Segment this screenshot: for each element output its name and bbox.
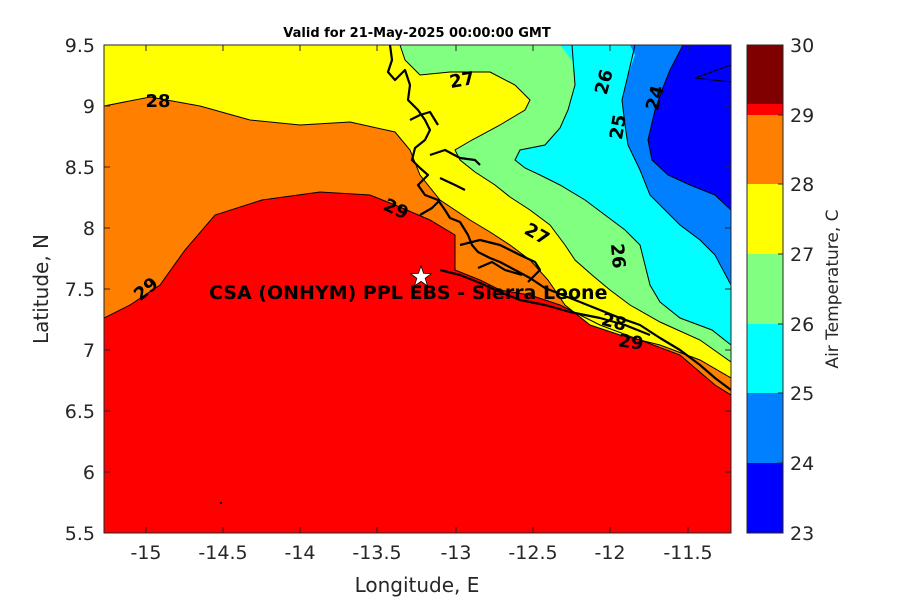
- y-axis: 9.5 9 8.5 8 7.5 7 6.5 6 5.5 Latitude, N: [29, 35, 731, 545]
- site-label: CSA (ONHYM) PPL EBS - Sierra Leone: [209, 282, 607, 304]
- colorbar-label: Air Temperature, C: [823, 209, 843, 368]
- colorbar-tick-label: 27: [790, 244, 814, 266]
- colorbar-swatch: [747, 393, 783, 463]
- x-tick-label: -15: [130, 542, 161, 564]
- contour-label: 29: [617, 330, 645, 354]
- site-star-icon: [409, 264, 433, 287]
- contour-label: 26: [606, 243, 629, 270]
- x-tick-label: -13: [440, 542, 471, 564]
- colorbar-tick-label: 25: [790, 383, 814, 405]
- island-dot: [219, 501, 223, 505]
- coastline: [386, 45, 731, 391]
- fill-band-23: [648, 45, 731, 210]
- x-tick-label: -11.5: [663, 542, 712, 564]
- colorbar-frame: [746, 44, 784, 534]
- x-tick-label: -12: [594, 542, 625, 564]
- contour-label: 28: [145, 91, 170, 112]
- colorbar-swatch: [747, 254, 783, 324]
- y-tick-label: 9.5: [65, 35, 95, 57]
- colorbar-swatch: [747, 45, 783, 104]
- figure-title: Valid for 21-May-2025 00:00:00 GMT: [283, 26, 551, 41]
- colorbar-swatch: [747, 115, 783, 184]
- y-tick-label: 9: [83, 96, 95, 118]
- y-tick-label: 8: [83, 218, 95, 240]
- x-axis: -15 -14.5 -14 -13.5 -13 -12.5 -12 -11.5 …: [130, 45, 713, 597]
- contour-lines: [104, 45, 731, 396]
- colorbar-swatch: [747, 324, 783, 393]
- y-axis-label: Latitude, N: [29, 234, 53, 344]
- colorbar-tick-label: 28: [790, 174, 814, 196]
- x-axis-label: Longitude, E: [355, 573, 480, 597]
- y-tick-label: 6.5: [65, 401, 95, 423]
- map-plot-area: 28 27 26 24 25 29 27 26 29 28 29 CSA (ON…: [104, 45, 731, 533]
- y-tick-label: 7: [83, 340, 95, 362]
- y-tick-label: 6: [83, 462, 95, 484]
- colorbar-swatch: [747, 463, 783, 533]
- x-tick-label: -13.5: [352, 542, 401, 564]
- colorbar-tick-label: 24: [790, 453, 814, 475]
- contour-label: 27: [448, 68, 476, 93]
- y-tick-label: 5.5: [65, 523, 95, 545]
- colorbar: 30 29 28 27 26 25 24 23 Air Temperature,…: [746, 35, 843, 545]
- x-tick-label: -14.5: [198, 542, 247, 564]
- colorbar-tick-label: 29: [790, 105, 814, 127]
- colorbar-tick-label: 26: [790, 314, 814, 336]
- colorbar-tick-label: 30: [790, 35, 814, 57]
- colorbar-tick-label: 23: [790, 523, 814, 545]
- y-tick-label: 8.5: [65, 157, 95, 179]
- colorbar-swatch: [747, 184, 783, 254]
- contour-label: 25: [606, 113, 631, 141]
- x-tick-label: -12.5: [508, 542, 557, 564]
- x-tick-label: -14: [284, 542, 315, 564]
- y-tick-label: 7.5: [65, 279, 95, 301]
